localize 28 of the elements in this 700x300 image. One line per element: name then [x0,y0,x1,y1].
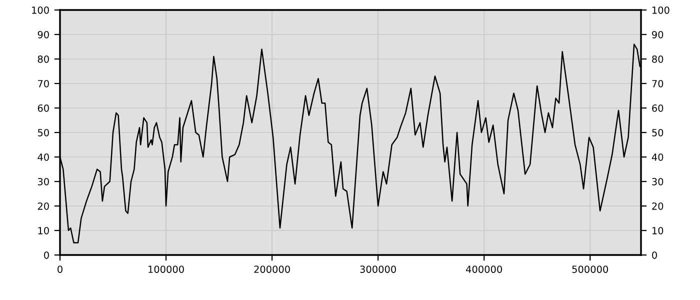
y-tick-label: 80 [38,55,49,63]
y2-tick-label: 90 [652,30,664,38]
y2-tick-label: 50 [652,128,664,136]
y2-tick-label: 0 [652,251,657,259]
y2-tick-label: 20 [652,202,664,210]
y2-tick-label: 80 [652,55,664,63]
y2-tick-label: 30 [652,178,664,186]
y-tick-label: 70 [38,80,49,88]
y2-tick-label: 10 [652,226,664,234]
y2-tick-label: 100 [652,6,670,14]
x-tick-label: 500000 [572,266,608,273]
y-tick-label: 50 [38,128,49,136]
x-tick-label: 100000 [148,266,184,273]
y2-tick-label: 60 [652,104,664,112]
x-tick-label: 200000 [254,266,290,273]
y2-tick-label: 70 [652,80,664,88]
y-tick-label: 90 [38,30,49,38]
y-tick-label: 20 [38,202,49,210]
y-tick-label: 10 [38,226,49,234]
x-tick-label: 0 [58,266,62,273]
y-tick-label: 30 [38,178,49,186]
y2-tick-label: 40 [652,153,664,161]
y-tick-label: 60 [38,104,49,112]
y-tick-label: 40 [38,153,49,161]
x-tick-label: 300000 [360,266,396,273]
y-tick-label: 0 [44,251,49,259]
x-tick-label: 400000 [466,266,502,273]
y-tick-label: 100 [32,6,49,14]
